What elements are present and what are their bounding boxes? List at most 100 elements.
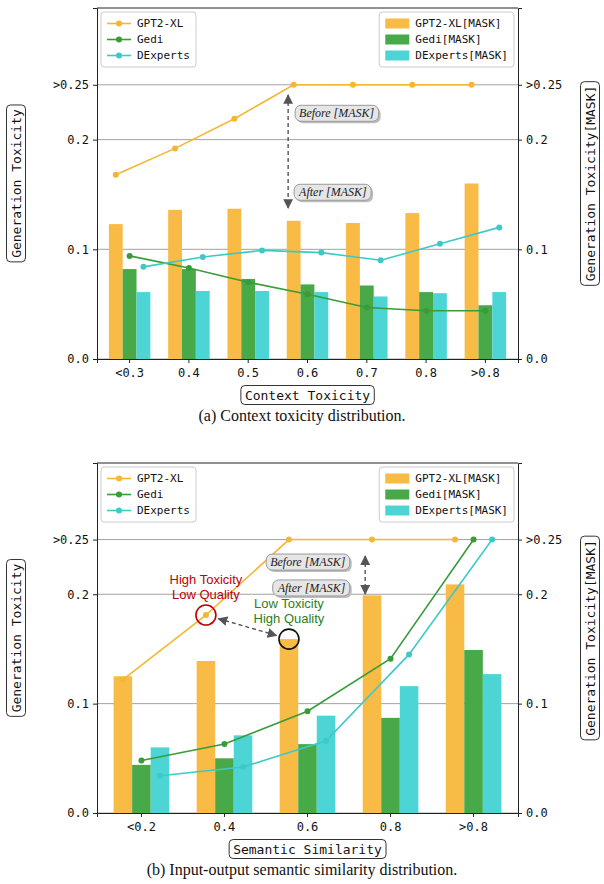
line xyxy=(130,256,486,311)
legend-box xyxy=(101,12,196,67)
bar-series xyxy=(114,584,465,813)
y2-axis-title-text: Generation Toxicity[MASK] xyxy=(583,86,598,282)
legend-item: GPT2-XL xyxy=(107,472,184,485)
y2-axis-tick: 0.1 xyxy=(518,697,548,711)
legend-item: DExperts xyxy=(107,504,190,517)
y2-axis-tick-label: >0.25 xyxy=(526,78,562,92)
y2-axis-title-text: Generation Toxicity[MASK] xyxy=(583,540,598,736)
legend-label: DExperts xyxy=(137,49,190,62)
line-marker xyxy=(291,82,297,88)
y-axis-tick-mark xyxy=(93,540,97,541)
grid xyxy=(97,85,518,359)
legend-item: DExperts[MASK] xyxy=(385,504,508,517)
line-marker xyxy=(318,250,324,256)
y-axis-tick: 0.2 xyxy=(67,588,97,602)
legend-box xyxy=(379,467,514,522)
y2-axis-tick-label: 0.1 xyxy=(526,697,548,711)
bar xyxy=(346,223,360,359)
bar xyxy=(374,296,388,359)
line-marker xyxy=(221,741,227,747)
legend-marker xyxy=(116,53,122,59)
x-axis-tick-mark xyxy=(390,813,391,817)
annotation-text: Before [MASK] xyxy=(299,106,375,120)
y-axis-tick-label: 0.0 xyxy=(67,352,89,366)
x-axis-tick-mark xyxy=(129,359,130,363)
y2-axis-tick-label: 0.0 xyxy=(526,352,548,366)
x-axis-tick-mark xyxy=(473,813,474,817)
y-axis: 0.00.10.2>0.25 xyxy=(53,464,98,821)
line-marker xyxy=(469,82,475,88)
y2-axis-tick: >0.25 xyxy=(518,533,562,547)
legend-item: Gedi[MASK] xyxy=(385,33,481,46)
y-axis-tick-label: >0.25 xyxy=(53,533,89,547)
grid xyxy=(97,540,518,813)
bar xyxy=(464,650,483,813)
legend-item: Gedi xyxy=(107,488,164,501)
line-marker xyxy=(482,308,488,314)
chart-panel: 0.00.10.2>0.250.00.10.2>0.25<0.30.40.50.… xyxy=(7,8,600,425)
legend-swatch xyxy=(385,490,409,500)
annotation-frame xyxy=(295,105,379,121)
annotation-text: Before [MASK] xyxy=(270,555,346,569)
x-axis-tick-mark xyxy=(307,813,308,817)
x-axis-tick: <0.2 xyxy=(127,813,156,834)
bar xyxy=(234,735,253,813)
x-axis-tick-label: >0.8 xyxy=(459,820,488,834)
y-axis-tick-label: 0.2 xyxy=(67,133,89,147)
legend: GPT2-XL Gedi DExperts xyxy=(101,467,196,522)
legend-label: GPT2-XL[MASK] xyxy=(415,17,501,30)
bar-series xyxy=(151,674,502,813)
y-axis-title: Generation Toxicity xyxy=(7,559,26,716)
y-axis-tick-mark xyxy=(93,249,97,250)
bar xyxy=(317,716,336,813)
legend-item: GPT2-XL[MASK] xyxy=(385,17,501,30)
line-marker xyxy=(409,82,415,88)
bar xyxy=(405,213,419,359)
line-marker xyxy=(120,677,126,683)
line-marker xyxy=(305,291,311,297)
y-axis-tick: 0.0 xyxy=(67,806,97,820)
line-marker xyxy=(286,537,292,543)
grid-line xyxy=(97,139,518,140)
annotations: Before [MASK]After [MASK] xyxy=(288,95,380,208)
x-axis-tick-label: <0.2 xyxy=(127,820,156,834)
legend-label: DExperts[MASK] xyxy=(415,49,508,62)
line-marker xyxy=(364,304,370,310)
x-axis-tick: >0.8 xyxy=(459,813,488,834)
legend-marker xyxy=(116,492,122,498)
marks xyxy=(109,82,506,359)
legend-item: DExperts[MASK] xyxy=(385,49,508,62)
y2-axis-tick-mark xyxy=(518,140,522,141)
legend-label: Gedi[MASK] xyxy=(415,33,481,46)
x-axis-tick: 0.6 xyxy=(297,813,319,834)
legend-marker xyxy=(116,21,122,27)
bar xyxy=(381,718,400,813)
line-marker xyxy=(305,708,311,714)
bar xyxy=(465,184,479,360)
legend-box xyxy=(101,467,196,522)
bar xyxy=(280,639,299,813)
bar xyxy=(492,292,506,359)
legend: GPT2-XL[MASK] Gedi[MASK] DExperts[MASK] xyxy=(379,12,514,67)
legend-box xyxy=(379,12,514,67)
bar xyxy=(483,674,502,813)
bar-series xyxy=(137,291,507,359)
annotation-box: Before [MASK] xyxy=(266,554,352,572)
legend-marker xyxy=(116,37,122,43)
y-axis: 0.00.10.2>0.25 xyxy=(53,9,98,367)
y-axis-tick: 0.0 xyxy=(67,352,97,366)
annotation-arrow xyxy=(364,556,365,594)
bar xyxy=(298,744,317,813)
line-marker xyxy=(471,537,477,543)
legend-label: GPT2-XL xyxy=(137,472,184,485)
y-axis-line xyxy=(93,9,98,360)
legend: GPT2-XLGediDExperts xyxy=(101,12,196,67)
y-axis-tick-mark xyxy=(93,359,97,360)
line-marker xyxy=(496,224,502,230)
legend-swatch xyxy=(385,19,409,29)
x-axis-tick-mark xyxy=(366,359,367,363)
bar xyxy=(363,595,382,813)
bar xyxy=(137,292,151,359)
x-axis-line xyxy=(98,360,519,364)
legend-swatch xyxy=(385,506,409,516)
